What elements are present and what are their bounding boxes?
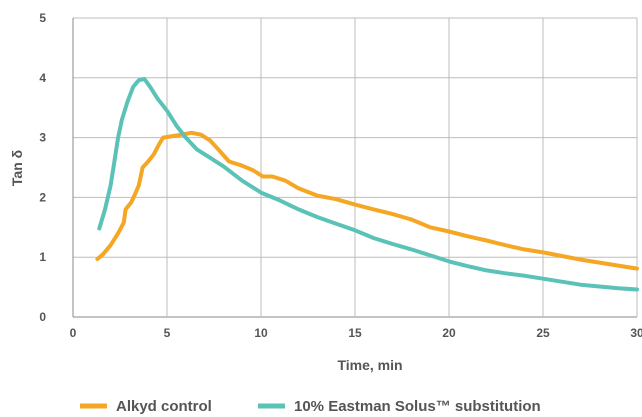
y-tick-label-2: 2 (39, 190, 46, 204)
x-tick-label-5: 25 (536, 326, 550, 340)
x-tick-label-4: 20 (442, 326, 456, 340)
y-axis-title: Tan δ (9, 150, 25, 186)
x-tick-label-6: 30 (630, 326, 642, 340)
legend-label-1: 10% Eastman Solus™ substitution (294, 398, 541, 415)
x-axis-title: Time, min (337, 357, 402, 373)
legend: Alkyd control 10% Eastman Solus™ substitu… (80, 398, 541, 415)
y-tick-label-4: 4 (39, 71, 46, 85)
y-tick-label-0: 0 (39, 310, 46, 324)
x-tick-label-0: 0 (70, 326, 77, 340)
series-line-0 (95, 130, 639, 271)
y-tick-label-1: 1 (39, 250, 46, 264)
x-tick-label-2: 10 (254, 326, 268, 340)
y-axis-tick-labels: 0 1 2 3 4 5 (39, 11, 46, 324)
series-line-1 (97, 77, 639, 292)
y-tick-label-5: 5 (39, 11, 46, 25)
y-tick-label-3: 3 (39, 131, 46, 145)
x-tick-label-3: 15 (348, 326, 362, 340)
legend-label-0: Alkyd control (116, 398, 212, 415)
grid-lines (72, 17, 638, 318)
x-tick-label-1: 5 (164, 326, 171, 340)
x-axis-tick-labels: 0 5 10 15 20 25 30 (70, 326, 642, 340)
series-lines (95, 77, 639, 292)
